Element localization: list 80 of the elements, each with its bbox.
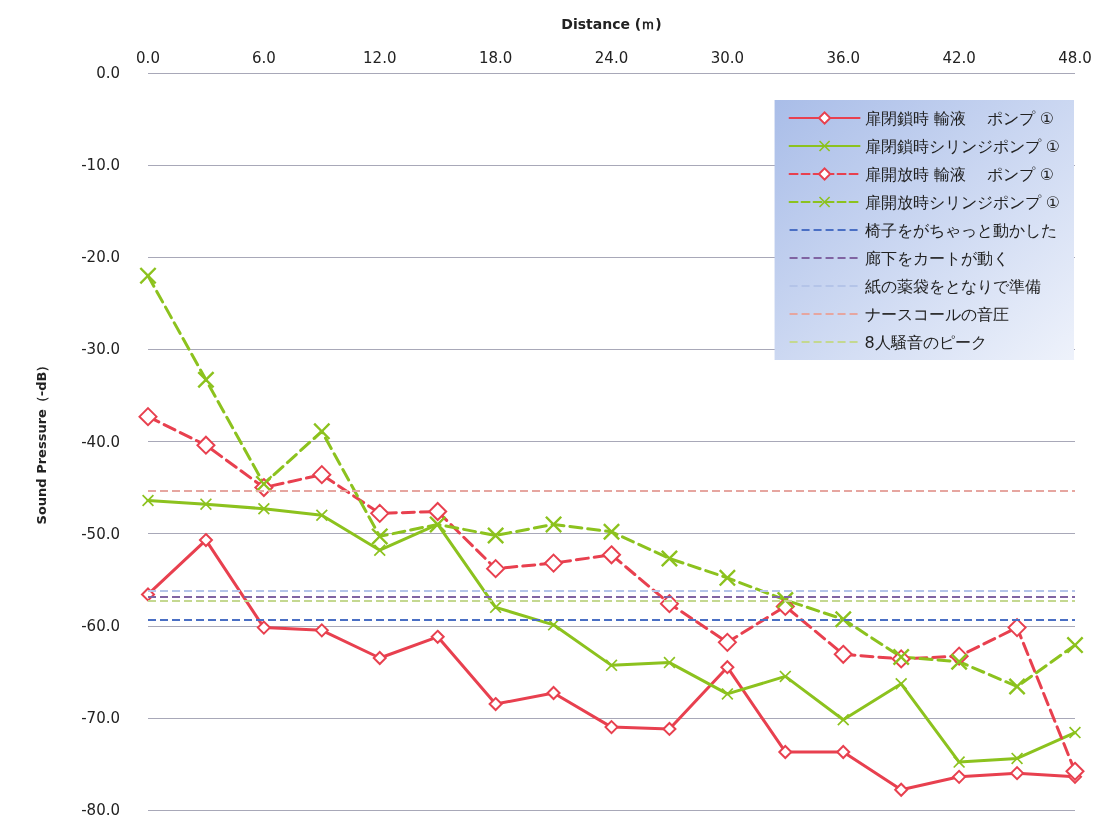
- point: [837, 713, 850, 726]
- point: [895, 677, 908, 690]
- point: [953, 756, 966, 769]
- point: [256, 620, 271, 635]
- point: [373, 544, 386, 557]
- point: [428, 502, 448, 522]
- legend-label: 扉開放時 輸液 ポンプ ①: [864, 164, 1055, 184]
- y-tick-label: -50.0: [81, 524, 120, 543]
- y-tick-label: -20.0: [81, 248, 120, 267]
- x-tick-label: 24.0: [594, 48, 629, 67]
- point: [546, 686, 561, 700]
- point: [488, 697, 503, 712]
- point: [315, 509, 328, 522]
- x-tick-label: 18.0: [478, 48, 513, 67]
- point: [603, 523, 620, 541]
- y-tick-label: -30.0: [81, 340, 120, 359]
- point: [199, 498, 212, 511]
- point: [197, 371, 215, 389]
- point: [720, 660, 735, 675]
- point: [372, 650, 387, 665]
- point: [663, 656, 676, 669]
- point: [950, 653, 968, 671]
- y-tick-label: -40.0: [81, 432, 120, 451]
- x-tick-label: 30.0: [710, 48, 745, 67]
- point: [1010, 766, 1025, 781]
- point: [370, 503, 390, 523]
- point: [489, 601, 502, 614]
- point: [834, 610, 852, 628]
- legend-label: 廊下をカートが動く: [864, 248, 1009, 268]
- y-tick-label: -60.0: [81, 616, 120, 635]
- point: [604, 720, 619, 735]
- point: [836, 744, 851, 759]
- point: [139, 267, 157, 285]
- point: [196, 435, 216, 455]
- point: [314, 623, 329, 638]
- y-tick-label: -10.0: [81, 156, 120, 175]
- point: [1007, 618, 1027, 638]
- x-tick-label: 36.0: [826, 48, 860, 67]
- y-axis-title: Sound Pressure（-dB）: [34, 358, 49, 525]
- point: [312, 465, 332, 485]
- point: [602, 545, 621, 565]
- point: [1066, 636, 1084, 654]
- point: [257, 502, 270, 515]
- legend-label: 椅子をがちゃっと動かした: [864, 220, 1057, 240]
- point: [371, 527, 389, 545]
- point: [486, 559, 506, 579]
- legend-label: ナースコールの音圧: [864, 304, 1009, 324]
- point: [718, 569, 736, 587]
- point: [544, 553, 564, 573]
- x-tick-label: 6.0: [251, 48, 276, 67]
- legend-label: 紙の薬袋をとなりで準備: [864, 276, 1041, 296]
- point: [717, 632, 737, 652]
- legend-label: 8人騒音のピーク: [864, 332, 987, 352]
- point: [198, 533, 213, 548]
- point: [778, 744, 793, 759]
- point: [545, 515, 563, 533]
- point: [894, 782, 909, 797]
- point: [138, 407, 158, 427]
- x-tick-label: 0.0: [136, 48, 160, 67]
- point: [833, 644, 853, 664]
- y-tick-label: -80.0: [81, 801, 120, 818]
- point: [779, 670, 792, 683]
- x-tick-label: 48.0: [1058, 48, 1092, 67]
- point: [1065, 761, 1085, 781]
- point: [952, 769, 967, 784]
- legend-label: 扉閉鎖時 輸液 ポンプ ①: [864, 108, 1055, 128]
- y-tick-label: 0.0: [96, 64, 120, 82]
- legend-label: 扉閉鎖時シリンジポンプ ①: [864, 136, 1061, 156]
- point: [605, 659, 618, 672]
- x-axis-title: Distance (ｍ): [561, 16, 662, 32]
- point: [430, 629, 445, 644]
- x-tick-label: 42.0: [942, 48, 976, 67]
- point: [662, 721, 677, 736]
- y-tick-label: -70.0: [81, 708, 120, 727]
- point: [660, 550, 678, 567]
- legend-label: 扉開放時シリンジポンプ ①: [864, 192, 1061, 212]
- point: [313, 422, 331, 440]
- x-tick-label: 12.0: [363, 48, 397, 67]
- point: [1008, 678, 1026, 696]
- point: [487, 526, 505, 544]
